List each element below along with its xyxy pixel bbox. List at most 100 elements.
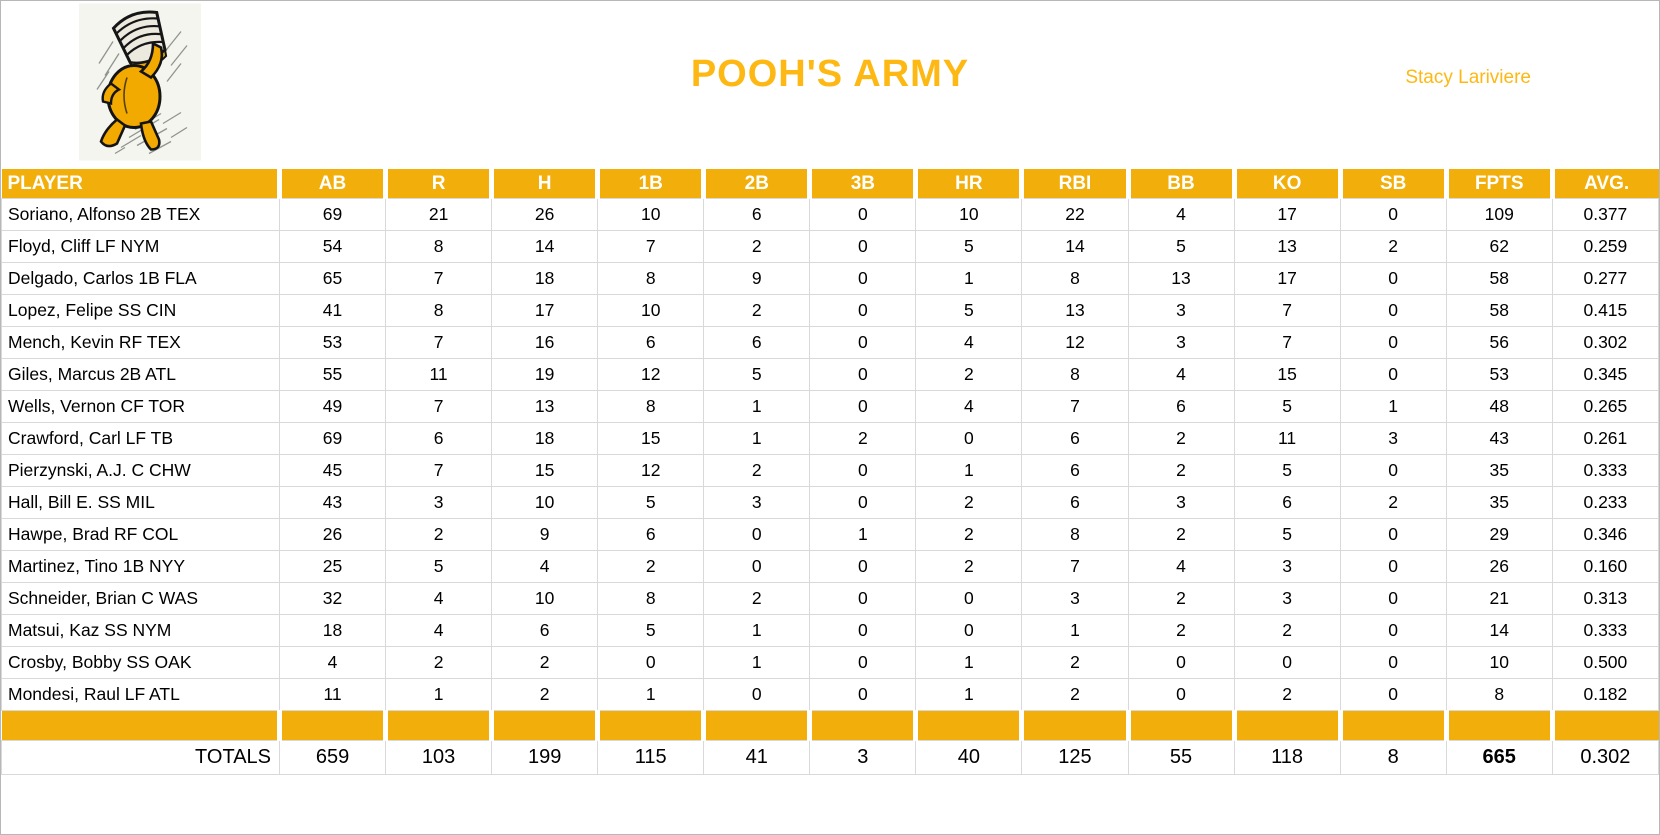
player-row: Lopez, Felipe SS CIN 41 8 17 10 2 0 5 13 3 7 0 58 0.4… — [1, 294, 1659, 327]
stat-cell: 55 — [278, 358, 387, 391]
stat-cell: 0 — [809, 486, 917, 519]
column-header-ko: KO — [1231, 169, 1341, 199]
stat-cell: 0 — [1339, 326, 1447, 359]
column-header-rbi: RBI — [1019, 169, 1128, 199]
column-header-r: R — [383, 169, 492, 199]
stat-cell: 13 — [491, 390, 599, 423]
stat-cell: 8 — [1021, 518, 1129, 551]
totals-row: TOTALS 659 103 199 115 41 3 40 125 55 118 8 665 0.302 — [1, 740, 1659, 775]
separator-cell — [595, 710, 704, 741]
stat-cell: 0 — [1339, 678, 1447, 711]
stat-cell: 0 — [915, 614, 1023, 647]
stat-cell: 0.182 — [1551, 678, 1659, 711]
stat-cell: 17 — [1233, 198, 1341, 231]
player-cell: Hall, Bill E. SS MIL — [1, 486, 280, 519]
totals-cell: 40 — [915, 740, 1023, 775]
stat-cell: 0.333 — [1551, 614, 1659, 647]
stat-cell: 7 — [597, 230, 705, 263]
separator-cell — [1549, 710, 1659, 741]
stat-cell: 9 — [491, 518, 599, 551]
stat-cell: 69 — [278, 422, 387, 455]
stat-cell: 6 — [703, 198, 811, 231]
stat-cell: 18 — [278, 614, 387, 647]
stat-cell: 8 — [597, 390, 705, 423]
owner-name: Stacy Lariviere — [1405, 67, 1531, 88]
column-header-2b: 2B — [701, 169, 810, 199]
stat-cell: 18 — [491, 422, 599, 455]
totals-cell: 41 — [703, 740, 811, 775]
column-header-1b: 1B — [595, 169, 704, 199]
stat-cell: 0 — [703, 550, 811, 583]
stats-table-body: Soriano, Alfonso 2B TEX 69 21 26 10 6 0 10 22 4 17… — [1, 198, 1659, 775]
stat-cell: 5 — [1127, 230, 1235, 263]
team-title: POOH'S ARMY — [690, 53, 970, 95]
stat-cell: 13 — [1021, 294, 1129, 327]
separator-cell — [1, 710, 280, 741]
stat-cell: 7 — [1021, 550, 1129, 583]
player-cell: Soriano, Alfonso 2B TEX — [1, 198, 280, 231]
stat-cell: 12 — [597, 358, 705, 391]
player-row: Crawford, Carl LF TB 69 6 18 15 1 2 0 6 2 11 3 43 0.2… — [1, 422, 1659, 455]
stat-cell: 3 — [385, 486, 493, 519]
stat-cell: 0 — [915, 422, 1023, 455]
stat-cell: 4 — [915, 390, 1023, 423]
totals-cell: 115 — [597, 740, 705, 775]
stat-cell: 8 — [385, 294, 493, 327]
stat-cell: 58 — [1445, 294, 1553, 327]
stat-cell: 4 — [278, 646, 387, 679]
stat-cell: 0.333 — [1551, 454, 1659, 487]
stat-cell: 65 — [278, 262, 387, 295]
stat-cell: 0.277 — [1551, 262, 1659, 295]
stat-cell: 2 — [703, 230, 811, 263]
stat-cell: 10 — [491, 582, 599, 615]
stat-cell: 15 — [597, 422, 705, 455]
player-cell: Schneider, Brian C WAS — [1, 582, 280, 615]
player-row: Hawpe, Brad RF COL 26 2 9 6 0 1 2 8 2 5 0 29 0.346 — [1, 518, 1659, 551]
stat-cell: 0 — [1339, 294, 1447, 327]
stat-cell: 10 — [597, 198, 705, 231]
stat-cell: 0 — [809, 454, 917, 487]
stat-cell: 56 — [1445, 326, 1553, 359]
stat-cell: 0.302 — [1551, 326, 1659, 359]
player-row: Matsui, Kaz SS NYM 18 4 6 5 1 0 0 1 2 2 0 14 0.333 — [1, 614, 1659, 647]
stat-cell: 0 — [809, 390, 917, 423]
player-row: Floyd, Cliff LF NYM 54 8 14 7 2 0 5 14 5 13 2 62 0.25… — [1, 230, 1659, 263]
separator-band-row — [1, 710, 1659, 741]
stat-cell: 8 — [1021, 358, 1129, 391]
stat-cell: 17 — [1233, 262, 1341, 295]
totals-cell: 103 — [385, 740, 493, 775]
player-cell: Mondesi, Raul LF ATL — [1, 678, 280, 711]
stat-cell: 2 — [1339, 486, 1447, 519]
stat-cell: 1 — [385, 678, 493, 711]
stat-cell: 0 — [1339, 646, 1447, 679]
stat-cell: 2 — [809, 422, 917, 455]
stat-cell: 0 — [809, 230, 917, 263]
stat-cell: 4 — [1127, 358, 1235, 391]
stat-cell: 2 — [915, 358, 1023, 391]
column-header-hr: HR — [913, 169, 1022, 199]
stat-cell: 2 — [1127, 454, 1235, 487]
stat-cell: 7 — [385, 262, 493, 295]
column-header-bb: BB — [1125, 169, 1235, 199]
stat-cell: 2 — [1233, 614, 1341, 647]
totals-cell: 118 — [1233, 740, 1341, 775]
stat-cell: 0 — [809, 582, 917, 615]
stat-cell: 5 — [915, 294, 1023, 327]
stat-cell: 1 — [597, 678, 705, 711]
player-cell: Crawford, Carl LF TB — [1, 422, 280, 455]
stat-cell: 0 — [1339, 262, 1447, 295]
stat-cell: 8 — [597, 262, 705, 295]
stat-cell: 62 — [1445, 230, 1553, 263]
stat-cell: 2 — [1127, 422, 1235, 455]
stat-cell: 2 — [703, 294, 811, 327]
stat-cell: 1 — [915, 646, 1023, 679]
separator-cell — [1125, 710, 1235, 741]
stat-cell: 3 — [1021, 582, 1129, 615]
player-cell: Hawpe, Brad RF COL — [1, 518, 280, 551]
stat-cell: 0 — [809, 358, 917, 391]
stat-cell: 54 — [278, 230, 387, 263]
stat-cell: 5 — [1233, 518, 1341, 551]
column-header-player: PLAYER — [1, 169, 280, 199]
stat-cell: 7 — [385, 326, 493, 359]
stat-cell: 11 — [1233, 422, 1341, 455]
